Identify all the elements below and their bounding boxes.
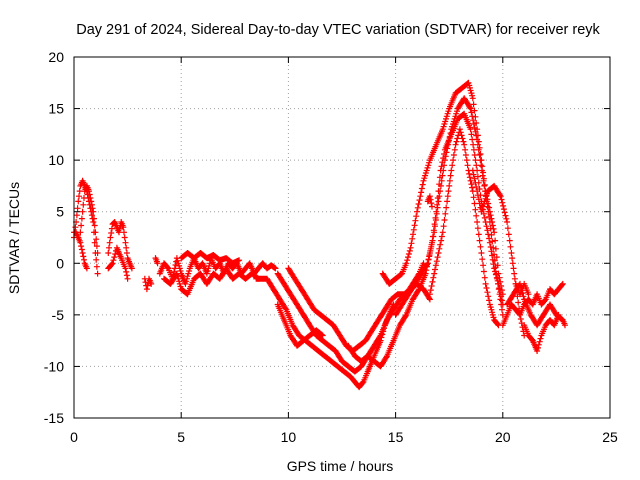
x-tick-label: 5 bbox=[177, 429, 185, 445]
series-track-n bbox=[274, 301, 326, 349]
chart-title: Day 291 of 2024, Sidereal Day-to-day VTE… bbox=[76, 22, 600, 38]
y-tick-label: 0 bbox=[56, 255, 64, 271]
series-track-c bbox=[77, 182, 101, 256]
y-tick-label: -5 bbox=[52, 307, 65, 323]
x-tick-label: 15 bbox=[388, 429, 404, 445]
x-tick-label: 0 bbox=[70, 429, 78, 445]
series-track-o bbox=[345, 95, 506, 370]
y-tick-label: 10 bbox=[48, 152, 64, 168]
series-track-t bbox=[469, 167, 528, 339]
series-track-x bbox=[512, 280, 532, 298]
x-tick-label: 25 bbox=[602, 429, 618, 445]
series-track-r bbox=[426, 126, 502, 329]
series-track-j bbox=[178, 250, 243, 267]
grid bbox=[74, 57, 610, 418]
y-tick-label: 5 bbox=[56, 204, 64, 220]
series-track-e bbox=[105, 244, 131, 282]
data-series bbox=[71, 79, 568, 391]
y-tick-label: -15 bbox=[44, 410, 64, 426]
series-track-u bbox=[499, 280, 566, 329]
series-track-g bbox=[152, 255, 161, 267]
series-track-d bbox=[105, 219, 135, 272]
series-track-q bbox=[392, 110, 506, 318]
series-track-k bbox=[253, 275, 397, 391]
x-tick-label: 10 bbox=[281, 429, 297, 445]
series-track-p bbox=[379, 79, 506, 298]
y-axis-label: SDTVAR / TECUs bbox=[6, 182, 22, 294]
x-tick-label: 20 bbox=[495, 429, 511, 445]
series-track-f bbox=[141, 275, 155, 293]
series-track-a bbox=[71, 177, 101, 277]
y-tick-label: -10 bbox=[44, 358, 64, 374]
series-track-w bbox=[521, 311, 562, 354]
y-tick-label: 20 bbox=[48, 49, 64, 65]
axis-ticks: 0 5 10 15 20 25 -15 -10 -5 0 5 10 15 20 bbox=[44, 49, 618, 445]
x-axis-label: GPS time / hours bbox=[287, 458, 394, 474]
series-track-s bbox=[424, 193, 435, 210]
series-track-i bbox=[161, 265, 262, 298]
y-tick-label: 15 bbox=[48, 101, 64, 117]
plot-frame bbox=[73, 56, 611, 419]
